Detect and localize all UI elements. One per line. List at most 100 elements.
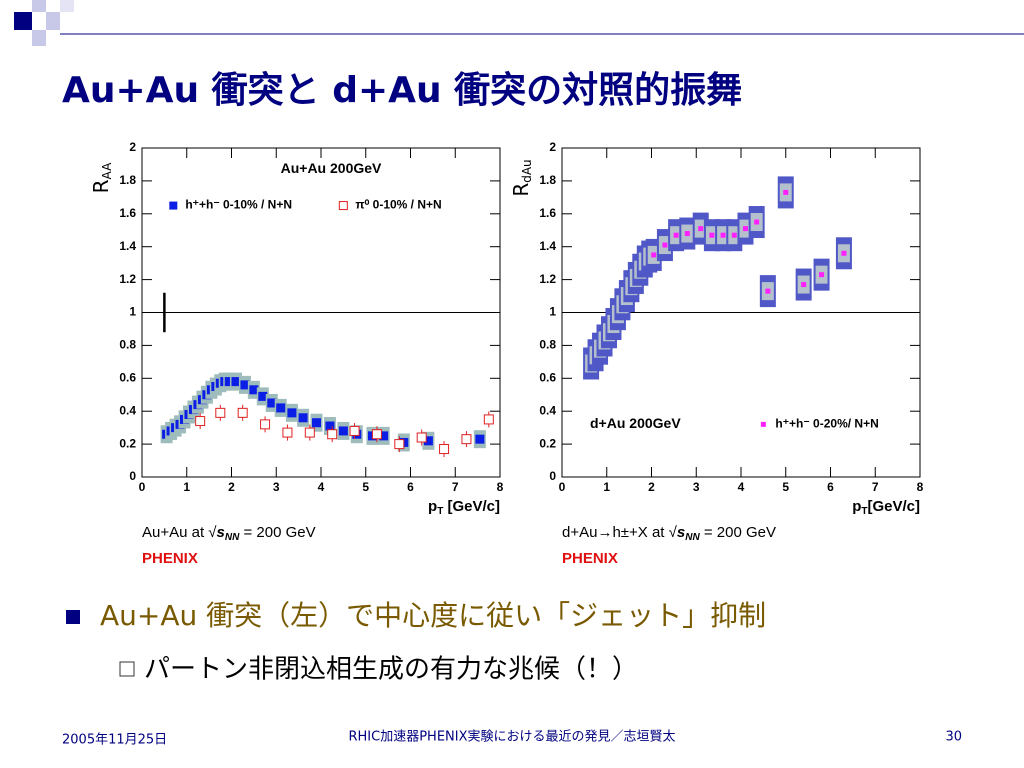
x-tick-label: 7 xyxy=(872,480,879,494)
marker xyxy=(304,427,315,438)
x-tick-label: 0 xyxy=(139,480,146,494)
legend-label: h⁺+h⁻ 0-10% / N+N xyxy=(185,198,292,212)
y-tick-label: 0.2 xyxy=(119,436,136,450)
marker xyxy=(231,377,241,387)
y-tick-label: 0.8 xyxy=(119,338,136,352)
y-tick-label: 0.4 xyxy=(119,403,136,417)
x-label-main: p xyxy=(428,498,437,515)
marker xyxy=(709,232,715,238)
footer-page: 30 xyxy=(945,730,962,745)
marker xyxy=(720,232,726,238)
marker xyxy=(327,429,338,440)
x-tick-label: 6 xyxy=(827,480,834,494)
marker xyxy=(483,414,494,425)
y-tick-label: 1.6 xyxy=(539,206,556,220)
y-tick-label: 1.2 xyxy=(119,272,136,286)
marker xyxy=(215,407,226,418)
marker xyxy=(276,403,286,413)
marker xyxy=(237,407,248,418)
y-tick-label: 0 xyxy=(129,469,136,483)
caption-part: = 200 GeV xyxy=(239,524,315,541)
marker xyxy=(662,242,668,248)
deco-square xyxy=(60,0,74,12)
caption-part: s xyxy=(677,524,685,541)
y-tick-label: 1.6 xyxy=(119,206,136,220)
x-label-rest: [GeV/c] xyxy=(867,498,920,515)
footer-center: RHIC加速器PHENIX実験における最近の発見／志垣賢太 xyxy=(348,729,675,745)
deco-square xyxy=(14,12,32,30)
marker xyxy=(461,434,472,445)
chart-annotation: Au+Au 200GeV xyxy=(281,160,382,176)
marker xyxy=(475,434,485,444)
x-label-main: p xyxy=(852,498,861,515)
marker xyxy=(287,408,297,418)
y-label-main: R xyxy=(509,183,533,197)
y-tick-label: 1.2 xyxy=(539,272,556,286)
marker xyxy=(651,252,657,258)
y-tick-label: 0 xyxy=(549,469,556,483)
y-label-main: R xyxy=(89,179,113,193)
marker xyxy=(267,398,277,408)
legend-label: h⁺+h⁻ 0-20%/ N+N xyxy=(775,417,878,431)
x-label-sub: T xyxy=(861,506,867,517)
marker xyxy=(416,432,427,443)
marker xyxy=(260,419,271,430)
marker xyxy=(765,288,771,294)
x-tick-label: 1 xyxy=(183,480,190,494)
y-tick-label: 0.4 xyxy=(539,403,556,417)
marker xyxy=(684,231,690,237)
x-label-sub: T xyxy=(437,506,443,517)
marker xyxy=(698,226,704,232)
bullet-text: Au+Au 衝突（左）で中心度に従い「ジェット」抑制 xyxy=(100,599,766,632)
y-tick-label: 0.8 xyxy=(539,338,556,352)
x-tick-label: 3 xyxy=(693,480,700,494)
marker xyxy=(742,226,748,232)
x-label-rest: [GeV/c] xyxy=(443,498,500,515)
experiment-label: PHENIX xyxy=(142,550,198,567)
y-tick-label: 1.4 xyxy=(119,239,136,253)
x-tick-label: 4 xyxy=(738,480,745,494)
x-tick-label: 4 xyxy=(318,480,325,494)
marker xyxy=(195,416,206,427)
marker xyxy=(338,426,348,436)
caption-part: Au+Au at √ xyxy=(142,524,217,541)
deco-square xyxy=(46,12,60,30)
x-tick-label: 5 xyxy=(782,480,789,494)
y-tick-label: 1.8 xyxy=(119,173,136,187)
sub-bullet-marker xyxy=(119,661,135,677)
caption-part: s xyxy=(217,524,225,541)
caption-part: NN xyxy=(225,532,240,543)
marker xyxy=(819,272,825,278)
caption-part: NN xyxy=(685,532,700,543)
caption-part: d+Au→h±+X at √ xyxy=(562,524,678,541)
y-axis-label: RdAu xyxy=(509,159,534,196)
marker xyxy=(783,189,789,195)
marker xyxy=(349,425,360,436)
marker xyxy=(298,413,308,423)
y-tick-label: 2 xyxy=(129,140,136,154)
legend-marker xyxy=(169,201,178,210)
y-label-sub: dAu xyxy=(520,159,534,182)
x-tick-label: 8 xyxy=(497,480,504,494)
y-tick-label: 1.4 xyxy=(539,239,556,253)
bullet-marker xyxy=(66,610,80,624)
x-axis-label: pT[GeV/c] xyxy=(852,498,920,517)
y-label-sub: AA xyxy=(100,162,114,180)
x-tick-label: 2 xyxy=(648,480,655,494)
chart-caption: Au+Au at √sNN = 200 GeV xyxy=(142,524,316,543)
legend-label: π⁰ 0-10% / N+N xyxy=(355,198,441,212)
slide-title: Au+Au 衝突と d+Au 衝突の対照的振舞 xyxy=(62,70,742,111)
y-tick-label: 0.6 xyxy=(119,370,136,384)
legend-marker xyxy=(760,421,766,427)
y-axis-label: RAA xyxy=(89,162,114,193)
marker xyxy=(801,282,807,288)
sub-bullet-text: パートン非閉込相生成の有力な兆候（！） xyxy=(144,655,638,685)
x-tick-label: 0 xyxy=(559,480,566,494)
x-tick-label: 1 xyxy=(603,480,610,494)
caption-part: = 200 GeV xyxy=(700,524,776,541)
chart-annotation: d+Au 200GeV xyxy=(590,415,681,431)
marker xyxy=(439,444,450,455)
x-axis-label: pT [GeV/c] xyxy=(428,498,500,517)
